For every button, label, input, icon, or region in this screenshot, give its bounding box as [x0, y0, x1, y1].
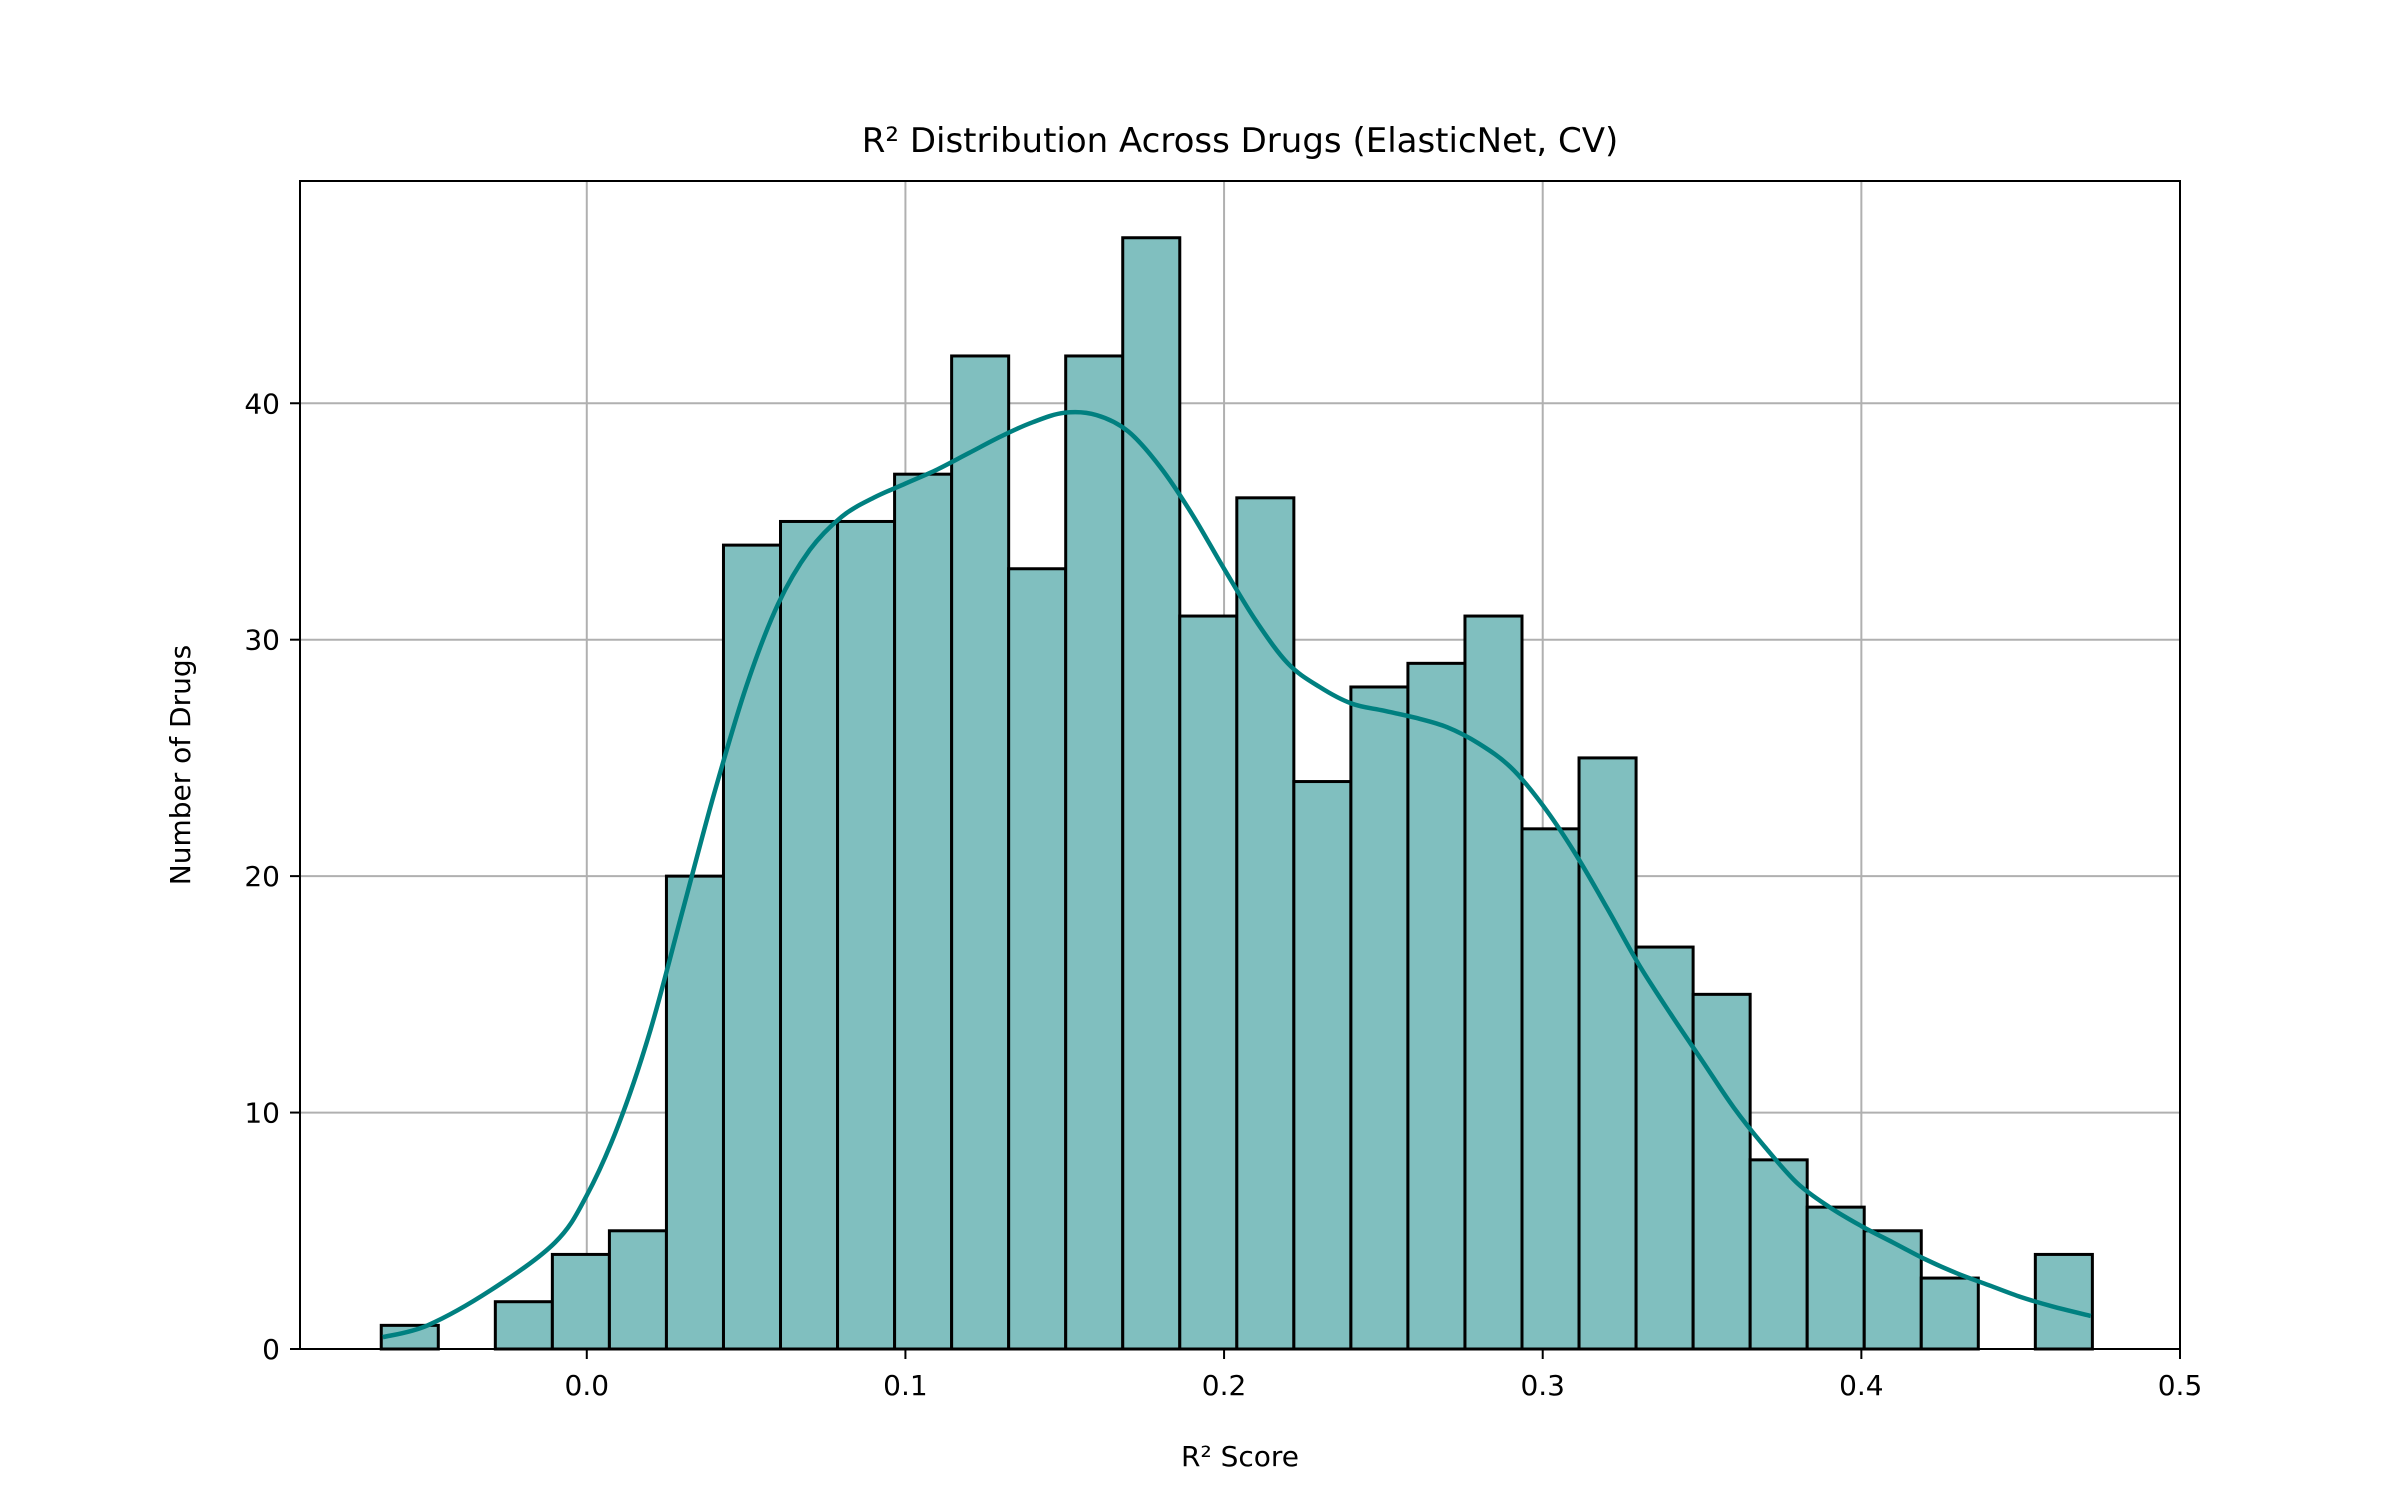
y-tick-label: 10	[244, 1097, 280, 1130]
histogram-bar	[1691, 992, 1752, 1351]
x-tick-label: 0.2	[1202, 1369, 1247, 1402]
y-tick-label: 0	[262, 1333, 280, 1366]
histogram-bar	[1007, 567, 1068, 1351]
histogram-bar	[1463, 614, 1524, 1351]
histogram-bar	[607, 1229, 668, 1351]
histogram-bar	[836, 519, 897, 1351]
y-axis-label: Number of Drugs	[164, 645, 197, 885]
histogram-bar	[493, 1300, 554, 1351]
histogram-bar	[893, 472, 954, 1351]
histogram-bar	[1121, 236, 1182, 1351]
histogram-bar	[1748, 1158, 1809, 1351]
x-tick-label: 0.1	[883, 1369, 928, 1402]
histogram-bar	[550, 1252, 611, 1351]
x-tick-label: 0.4	[1839, 1369, 1884, 1402]
x-tick-label: 0.0	[565, 1369, 610, 1402]
x-axis-label: R² Score	[1181, 1440, 1299, 1473]
histogram-bar	[1862, 1229, 1923, 1351]
histogram-bar	[1577, 756, 1638, 1351]
histogram-bar	[1919, 1276, 1980, 1351]
histogram-bar	[1235, 496, 1296, 1351]
histogram-bar	[1520, 827, 1581, 1351]
y-tick-label: 30	[244, 624, 280, 657]
histogram-bar	[1349, 685, 1410, 1351]
kde-layer	[382, 409, 2092, 1340]
histogram-bar	[1805, 1205, 1866, 1351]
histogram-bar	[779, 519, 840, 1351]
y-tick-label: 20	[244, 860, 280, 893]
kde-curve	[382, 409, 2092, 1340]
bars-layer	[379, 236, 2094, 1351]
histogram-bar	[1178, 614, 1239, 1351]
histogram-bar	[950, 354, 1011, 1351]
histogram-bar	[1406, 661, 1467, 1351]
histogram-bar	[1064, 354, 1125, 1351]
x-tick-label: 0.5	[2158, 1369, 2203, 1402]
plot-frame	[299, 180, 2181, 1350]
x-tick-label: 0.3	[1520, 1369, 1565, 1402]
chart-title: R² Distribution Across Drugs (ElasticNet…	[862, 121, 1618, 161]
ticks-layer: 0.0 0.1 0.2 0.3 0.4 0.5 0 10 20 30 40	[244, 387, 2202, 1402]
y-tick-label: 40	[244, 387, 280, 420]
histogram-bar	[1292, 780, 1353, 1351]
